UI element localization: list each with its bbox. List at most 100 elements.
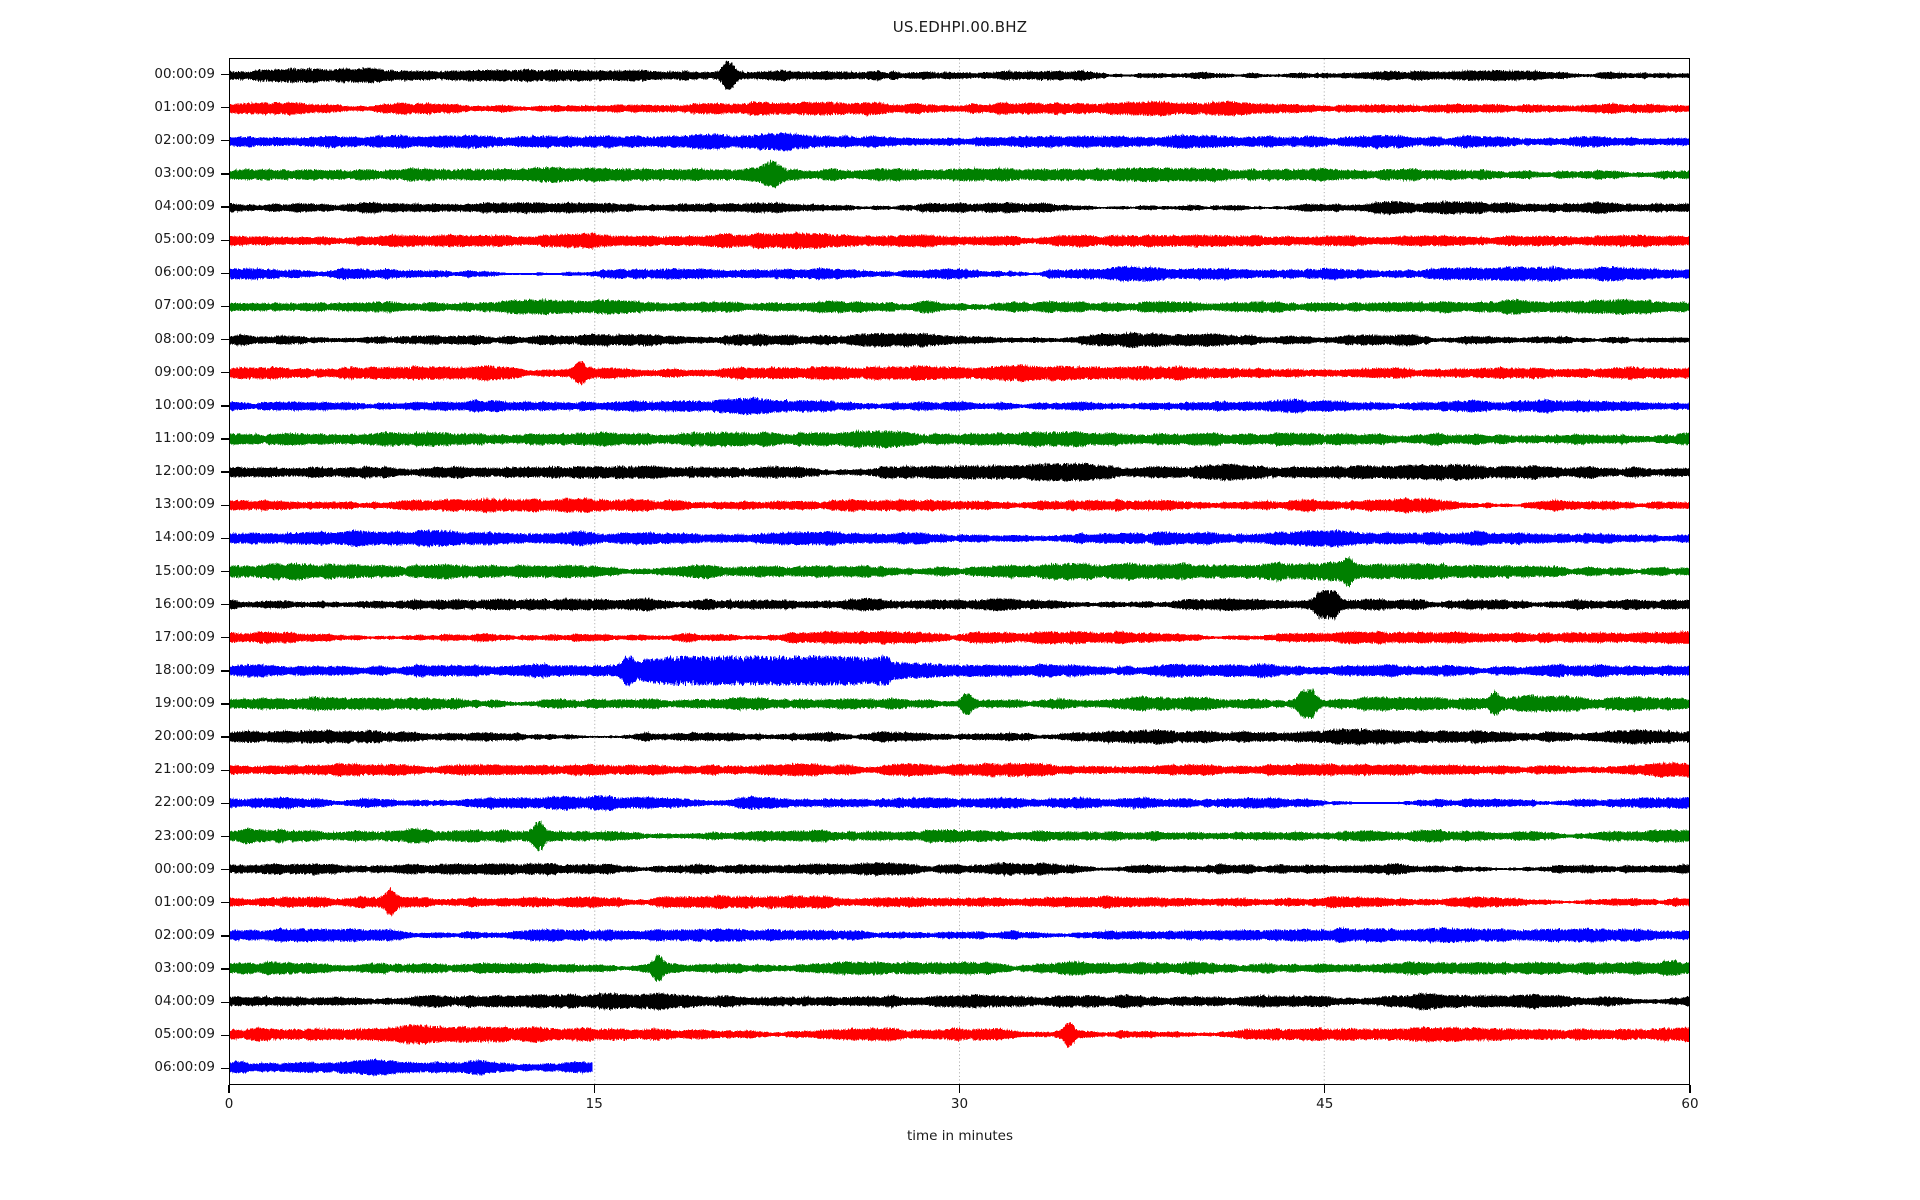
y-tick-mark bbox=[221, 206, 229, 207]
y-tick-mark bbox=[221, 372, 229, 373]
y-tick-mark bbox=[221, 273, 229, 274]
trace-16 bbox=[230, 590, 1689, 620]
y-tick-mark bbox=[221, 306, 229, 307]
y-tick-label-13: 13:00:09 bbox=[143, 496, 215, 512]
trace-28 bbox=[230, 993, 1689, 1010]
trace-6 bbox=[230, 266, 1689, 282]
y-tick-mark bbox=[221, 968, 229, 969]
trace-5 bbox=[230, 232, 1689, 249]
seismogram-traces bbox=[230, 59, 1689, 1084]
trace-20 bbox=[230, 728, 1689, 745]
trace-8 bbox=[230, 332, 1689, 348]
trace-2 bbox=[230, 132, 1689, 151]
y-tick-mark bbox=[221, 1035, 229, 1036]
y-tick-mark bbox=[221, 935, 229, 936]
y-tick-mark bbox=[221, 670, 229, 671]
y-tick-label-24: 00:00:09 bbox=[143, 861, 215, 877]
y-tick-mark bbox=[221, 604, 229, 605]
x-tick-label-0: 0 bbox=[199, 1096, 259, 1112]
trace-0 bbox=[230, 60, 1689, 89]
y-tick-label-3: 03:00:09 bbox=[143, 165, 215, 181]
y-tick-label-23: 23:00:09 bbox=[143, 828, 215, 844]
y-tick-label-29: 05:00:09 bbox=[143, 1026, 215, 1042]
x-tick-label-15: 15 bbox=[564, 1096, 624, 1112]
trace-27 bbox=[230, 955, 1689, 982]
trace-15 bbox=[230, 557, 1689, 587]
trace-14 bbox=[230, 530, 1689, 548]
trace-21 bbox=[230, 763, 1689, 778]
y-tick-label-0: 00:00:09 bbox=[143, 66, 215, 82]
x-tick-mark bbox=[228, 1085, 229, 1093]
y-tick-mark bbox=[221, 538, 229, 539]
y-tick-mark bbox=[221, 869, 229, 870]
y-tick-mark bbox=[221, 107, 229, 108]
y-tick-mark bbox=[221, 74, 229, 75]
y-tick-mark bbox=[221, 571, 229, 572]
y-tick-mark bbox=[221, 1002, 229, 1003]
y-tick-label-5: 05:00:09 bbox=[143, 231, 215, 247]
trace-13 bbox=[230, 498, 1689, 514]
trace-24 bbox=[230, 862, 1689, 875]
x-tick-mark bbox=[1324, 1085, 1325, 1093]
y-tick-mark bbox=[221, 438, 229, 439]
y-tick-label-21: 21:00:09 bbox=[143, 761, 215, 777]
x-axis-label: time in minutes bbox=[0, 1128, 1920, 1144]
y-tick-label-12: 12:00:09 bbox=[143, 463, 215, 479]
x-tick-mark bbox=[959, 1085, 960, 1093]
trace-4 bbox=[230, 201, 1689, 215]
y-tick-mark bbox=[221, 1068, 229, 1069]
y-tick-label-9: 09:00:09 bbox=[143, 364, 215, 380]
trace-10 bbox=[230, 397, 1689, 415]
y-tick-label-7: 07:00:09 bbox=[143, 297, 215, 313]
y-tick-label-25: 01:00:09 bbox=[143, 894, 215, 910]
y-tick-label-14: 14:00:09 bbox=[143, 529, 215, 545]
y-tick-mark bbox=[221, 836, 229, 837]
trace-19 bbox=[230, 689, 1689, 719]
y-tick-mark bbox=[221, 140, 229, 141]
y-tick-label-2: 02:00:09 bbox=[143, 132, 215, 148]
trace-9 bbox=[230, 361, 1689, 386]
trace-23 bbox=[230, 821, 1689, 851]
y-tick-mark bbox=[221, 770, 229, 771]
y-tick-mark bbox=[221, 637, 229, 638]
y-tick-label-8: 08:00:09 bbox=[143, 331, 215, 347]
y-tick-mark bbox=[221, 471, 229, 472]
y-tick-label-10: 10:00:09 bbox=[143, 397, 215, 413]
plot-area[interactable] bbox=[229, 58, 1690, 1085]
y-tick-label-26: 02:00:09 bbox=[143, 927, 215, 943]
y-tick-label-27: 03:00:09 bbox=[143, 960, 215, 976]
y-tick-mark bbox=[221, 803, 229, 804]
y-tick-label-16: 16:00:09 bbox=[143, 596, 215, 612]
y-tick-label-11: 11:00:09 bbox=[143, 430, 215, 446]
y-tick-mark bbox=[221, 505, 229, 506]
y-tick-mark bbox=[221, 736, 229, 737]
trace-7 bbox=[230, 299, 1689, 315]
y-tick-label-28: 04:00:09 bbox=[143, 993, 215, 1009]
x-tick-label-60: 60 bbox=[1660, 1096, 1720, 1112]
trace-18 bbox=[230, 656, 1689, 686]
trace-12 bbox=[230, 463, 1689, 481]
x-tick-label-45: 45 bbox=[1295, 1096, 1355, 1112]
y-tick-label-20: 20:00:09 bbox=[143, 728, 215, 744]
y-tick-label-22: 22:00:09 bbox=[143, 794, 215, 810]
y-tick-label-1: 01:00:09 bbox=[143, 99, 215, 115]
y-tick-mark bbox=[221, 902, 229, 903]
trace-17 bbox=[230, 631, 1689, 645]
y-tick-mark bbox=[221, 173, 229, 174]
page-title: US.EDHPI.00.BHZ bbox=[0, 18, 1920, 36]
trace-1 bbox=[230, 101, 1689, 117]
trace-30 bbox=[230, 1059, 592, 1076]
trace-22 bbox=[230, 795, 1689, 811]
y-tick-label-18: 18:00:09 bbox=[143, 662, 215, 678]
y-tick-label-17: 17:00:09 bbox=[143, 629, 215, 645]
y-tick-label-30: 06:00:09 bbox=[143, 1059, 215, 1075]
y-tick-label-15: 15:00:09 bbox=[143, 563, 215, 579]
trace-26 bbox=[230, 927, 1689, 943]
trace-3 bbox=[230, 160, 1689, 189]
x-tick-mark bbox=[594, 1085, 595, 1093]
trace-11 bbox=[230, 430, 1689, 448]
y-tick-label-19: 19:00:09 bbox=[143, 695, 215, 711]
trace-29 bbox=[230, 1022, 1689, 1048]
y-tick-mark bbox=[221, 703, 229, 704]
